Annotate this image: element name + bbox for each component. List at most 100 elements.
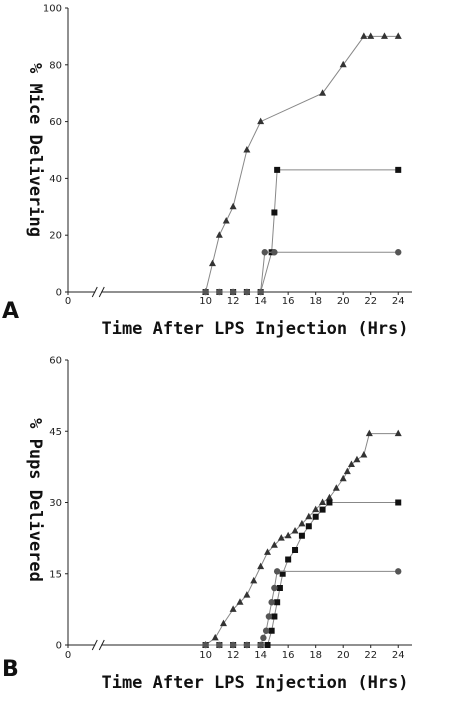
circle-point — [257, 641, 264, 649]
y-tick-label: 60 — [49, 117, 62, 128]
circle-point — [202, 641, 209, 649]
y-axis-title: % Mice Delivering — [25, 63, 45, 237]
triangle-point — [236, 598, 244, 605]
triangle-point — [219, 619, 227, 627]
square-point — [274, 166, 281, 173]
triangle-point — [284, 531, 292, 539]
y-tick-label: 30 — [49, 498, 62, 509]
x-tick-label: 10 — [199, 296, 212, 307]
triangle-point — [243, 591, 251, 598]
y-tick-label: 40 — [49, 174, 62, 185]
y-tick-label: 0 — [56, 288, 62, 299]
square-point — [276, 585, 283, 591]
series-line-circle — [205, 251, 399, 293]
square-point — [395, 166, 402, 173]
triangle-point — [332, 484, 340, 491]
triangle-point — [347, 460, 355, 467]
circle-point — [395, 568, 402, 575]
triangle-point — [339, 474, 347, 482]
triangle-point — [367, 32, 375, 39]
x-tick-label: 20 — [337, 296, 350, 307]
y-tick-label: 60 — [49, 356, 62, 367]
panel-label: A — [2, 299, 19, 324]
x-tick-label: 14 — [254, 296, 267, 307]
triangle-point — [325, 493, 333, 501]
x-tick-label: 24 — [392, 650, 405, 661]
triangle-point — [339, 60, 347, 68]
circle-point — [268, 599, 275, 606]
square-point — [292, 547, 299, 553]
x-tick-label: 14 — [254, 650, 267, 661]
circle-point — [243, 288, 251, 296]
triangle-point — [270, 541, 278, 548]
square-point — [279, 570, 286, 577]
square-point — [298, 532, 305, 539]
x-tick-label: 0 — [65, 296, 71, 307]
panel-label: B — [2, 657, 19, 682]
x-tick-label: 12 — [227, 650, 240, 661]
x-tick-label: 22 — [364, 296, 377, 307]
series-line-square — [205, 169, 399, 293]
x-tick-label: 18 — [309, 650, 322, 661]
circle-point — [273, 568, 281, 575]
square-point — [271, 613, 278, 620]
x-axis-title: Time After LPS Injection (Hrs) — [101, 673, 408, 693]
x-tick-label: 12 — [227, 296, 240, 307]
triangle-point — [298, 519, 306, 527]
axis-break-mark — [91, 286, 98, 298]
x-tick-label: 24 — [392, 296, 405, 307]
triangle-point — [243, 146, 251, 153]
square-point — [274, 599, 281, 606]
triangle-point — [222, 217, 230, 224]
y-axis-title: % Pups Delivered — [25, 418, 45, 582]
triangle-point — [229, 202, 237, 210]
x-tick-label: 16 — [282, 650, 295, 661]
x-tick-label: 22 — [364, 650, 377, 661]
y-tick-label: 0 — [56, 641, 62, 652]
triangle-point — [277, 534, 285, 541]
circle-point — [271, 249, 278, 256]
triangle-point — [305, 512, 313, 520]
triangle-point — [312, 505, 320, 513]
circle-point — [229, 288, 237, 296]
series-line-triangle — [205, 35, 399, 293]
x-tick-label: 0 — [65, 650, 71, 661]
triangle-point — [360, 451, 368, 458]
x-tick-label: 10 — [199, 650, 212, 661]
axis-break-mark — [98, 639, 105, 651]
square-point — [395, 499, 402, 506]
triangle-point — [319, 89, 327, 96]
triangle-point — [394, 32, 402, 39]
triangle-point — [380, 32, 388, 39]
triangle-point — [257, 117, 265, 125]
y-tick-label: 100 — [43, 4, 62, 15]
axis-break-mark — [91, 639, 98, 651]
square-point — [319, 506, 326, 513]
y-tick-label: 80 — [49, 60, 62, 71]
triangle-point — [264, 548, 272, 555]
circle-point — [265, 613, 273, 620]
circle-point — [216, 641, 223, 649]
series-line-triangle — [205, 433, 399, 646]
x-axis-title: Time After LPS Injection (Hrs) — [101, 319, 408, 339]
circle-point — [395, 249, 402, 256]
triangle-point — [208, 259, 216, 267]
triangle-point — [365, 429, 373, 437]
x-tick-label: 18 — [309, 296, 322, 307]
axis-break-mark — [98, 286, 105, 298]
square-point — [264, 642, 271, 648]
triangle-point — [257, 562, 265, 570]
triangle-point — [394, 429, 402, 437]
square-point — [312, 513, 319, 520]
circle-point — [257, 288, 264, 296]
triangle-point — [360, 32, 368, 39]
circle-point — [202, 288, 209, 296]
y-tick-label: 45 — [49, 427, 62, 438]
y-tick-label: 15 — [49, 569, 62, 580]
square-point — [285, 556, 292, 563]
square-point — [326, 499, 333, 506]
x-tick-label: 16 — [282, 296, 295, 307]
circle-point — [260, 634, 267, 642]
triangle-point — [319, 498, 327, 505]
